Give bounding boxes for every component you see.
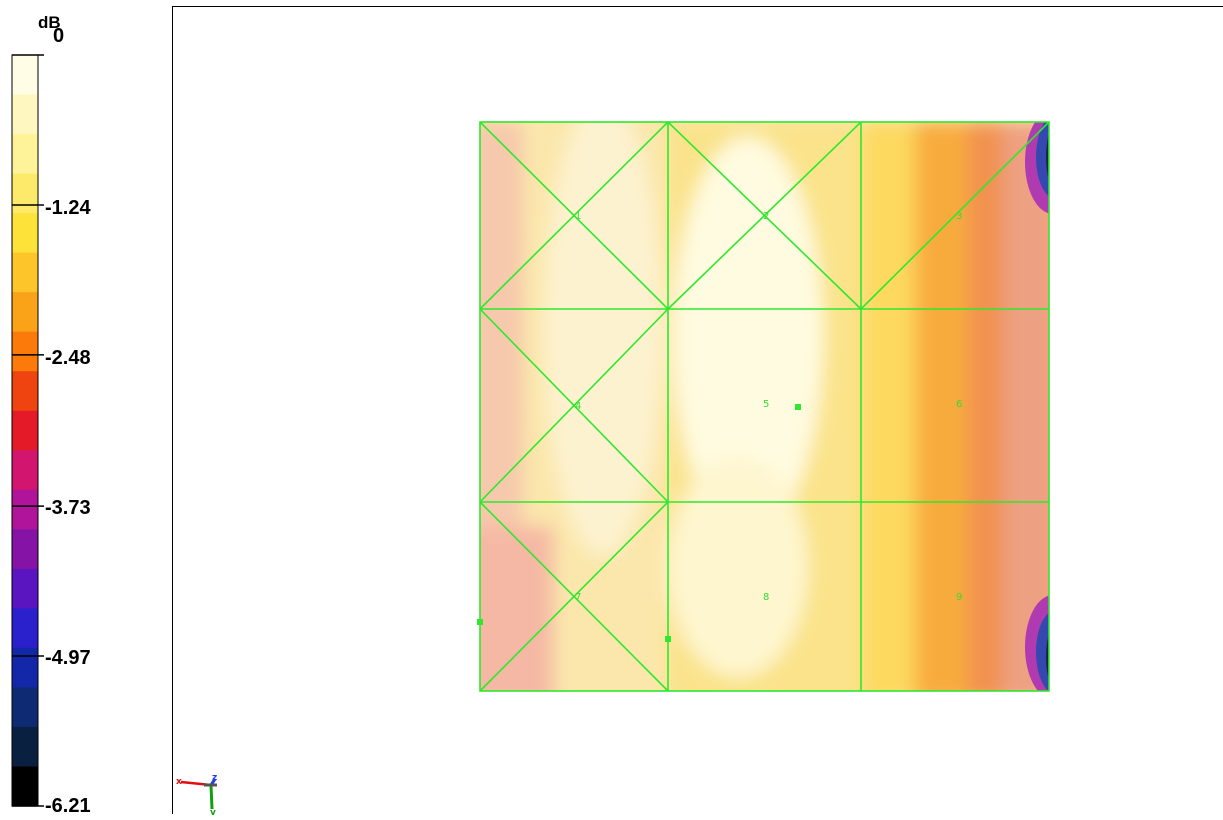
legend-tick-label-3: -3.73	[45, 497, 91, 519]
field-right-pink	[1003, 122, 1049, 691]
node-label-8: 8	[763, 592, 769, 603]
triad-y-label: y	[210, 808, 216, 815]
legend-color-band	[12, 608, 38, 649]
node-marker[interactable]	[795, 404, 801, 410]
mesh-diagonal-4b	[479, 308, 669, 503]
node-label-2: 2	[763, 211, 769, 222]
field-hotspot-bottom-blue	[1036, 612, 1049, 691]
field-left-pink-bottom	[480, 527, 553, 691]
field-warm-band	[863, 122, 918, 691]
legend-color-band	[12, 647, 38, 689]
legend-color-band	[12, 134, 38, 175]
legend-color-band	[12, 450, 38, 491]
legend-color-band	[12, 94, 38, 135]
legend-color-band	[12, 529, 38, 570]
legend-tick-marks	[12, 54, 44, 807]
node-label-6: 6	[956, 399, 962, 410]
legend-tick-label-5: -6.21	[45, 795, 91, 817]
field-hotspot-bottom-dark	[1046, 634, 1049, 680]
legend-tick-label-0: 0	[53, 25, 64, 47]
legend-color-band	[12, 726, 38, 768]
field-deep-orange-band	[968, 122, 1008, 691]
legend-color-band	[12, 687, 38, 728]
node-label-1: 1	[575, 211, 581, 222]
legend-unit-label: dB	[38, 13, 61, 32]
mesh-diagonal-7b	[479, 501, 669, 692]
color-legend: dB 0 -1.24 -2.48 -3.73 -4.97 -6.21	[11, 13, 91, 817]
triad-z-label: z	[212, 773, 217, 783]
field-hotspot-bottom-purple	[1025, 595, 1049, 691]
field-hotspot-top-dark	[1046, 134, 1049, 180]
legend-color-band	[12, 55, 38, 96]
legend-color-band	[12, 371, 38, 412]
legend-color-band	[12, 410, 38, 451]
mesh-outline	[479, 121, 1050, 692]
node-label-7: 7	[575, 592, 581, 603]
legend-color-band	[12, 292, 38, 333]
field-hotspot-top-blue	[1036, 122, 1049, 197]
triad-y-axis	[209, 784, 214, 810]
mesh-node-labels: 1 2 3 4 5 6 7 8 9	[575, 211, 962, 603]
legend-color-bands	[11, 54, 39, 807]
mesh-diagonal-2b	[667, 121, 862, 310]
field-hotspot-top-purple	[1025, 122, 1049, 214]
legend-tick-label-2: -2.48	[45, 347, 91, 369]
field-left-light	[543, 122, 663, 557]
model-viewport[interactable]: 1 2 3 4 5 6 7 8 9 x z y	[172, 6, 1223, 815]
legend-color-band	[12, 568, 38, 609]
legend-tick-label-4: -4.97	[45, 647, 91, 669]
mesh-diagonal-1b	[479, 121, 669, 310]
mesh-diagonal-3a	[860, 121, 1050, 310]
node-label-3: 3	[956, 211, 962, 222]
axis-triad: x z y	[176, 773, 217, 815]
field-center-cool	[673, 137, 823, 537]
legend-color-band	[12, 766, 38, 807]
node-label-5: 5	[763, 399, 769, 410]
mesh-node-markers	[477, 404, 801, 642]
node-marker[interactable]	[477, 619, 483, 625]
field-orange-band	[915, 122, 970, 691]
legend-color-band	[12, 489, 38, 530]
legend-tick-label-1: -1.24	[45, 197, 91, 219]
triad-x-label: x	[176, 777, 182, 787]
contour-plot[interactable]: 1 2 3 4 5 6 7 8 9 x z y	[173, 7, 1223, 815]
legend-color-band	[12, 213, 38, 254]
legend-color-band	[12, 173, 38, 214]
node-label-9: 9	[956, 592, 962, 603]
legend-color-band	[12, 331, 38, 372]
node-marker[interactable]	[665, 636, 671, 642]
mesh-wireframe	[479, 121, 1050, 692]
field-center-cool-bottom	[668, 457, 808, 677]
legend-color-band	[12, 252, 38, 293]
node-label-4: 4	[575, 401, 581, 412]
